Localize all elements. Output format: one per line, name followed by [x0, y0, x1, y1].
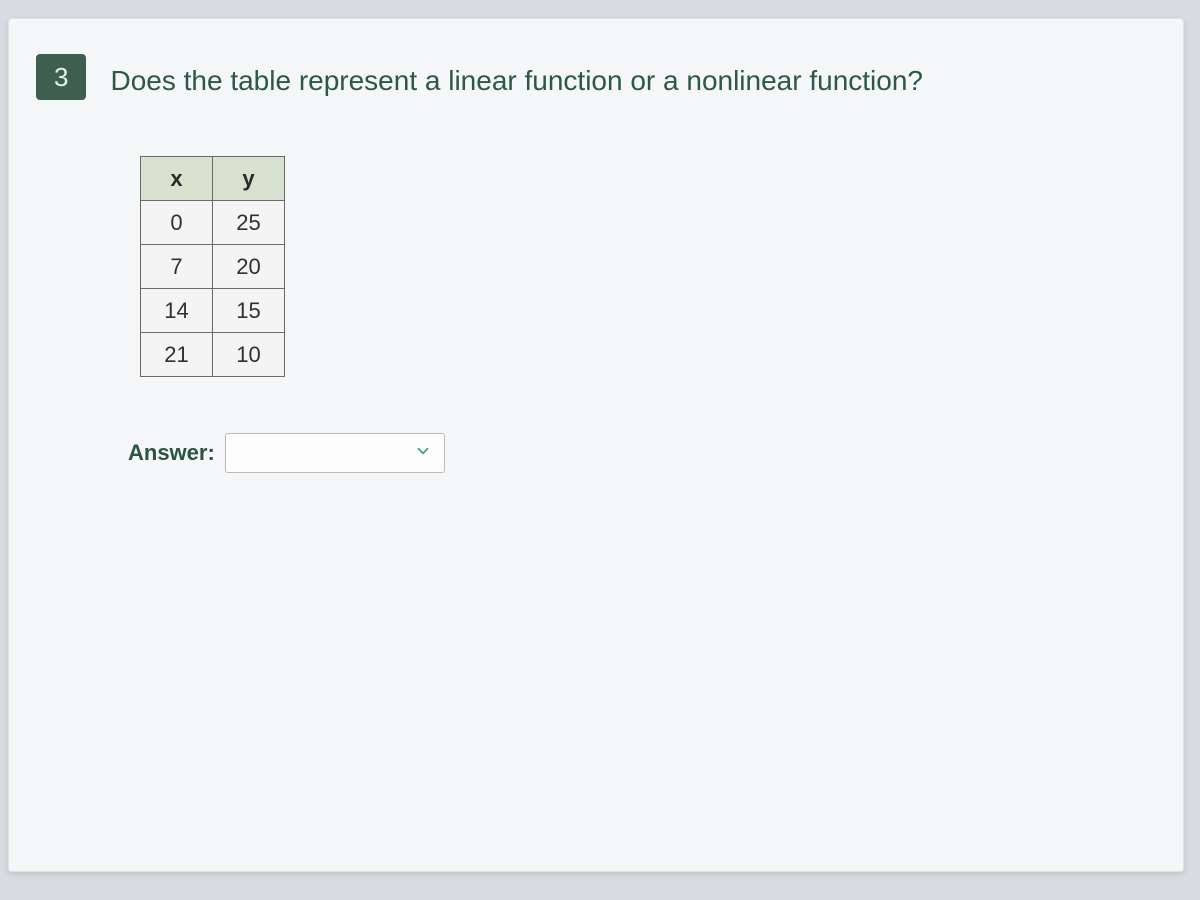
answer-dropdown[interactable] [225, 433, 445, 473]
table-row: 0 25 [141, 201, 285, 245]
chevron-down-icon [414, 442, 432, 465]
cell-x: 0 [141, 201, 213, 245]
table-row: 7 20 [141, 245, 285, 289]
data-table-container: x y 0 25 7 20 14 15 21 1 [140, 156, 1152, 377]
table-row: 14 15 [141, 289, 285, 333]
question-number-badge: 3 [36, 54, 86, 100]
answer-row: Answer: [128, 433, 1152, 473]
table-row: 21 10 [141, 333, 285, 377]
cell-x: 7 [141, 245, 213, 289]
col-header-y: y [213, 157, 285, 201]
cell-x: 21 [141, 333, 213, 377]
cell-y: 15 [213, 289, 285, 333]
question-panel: 3 Does the table represent a linear func… [8, 18, 1184, 872]
question-text: Does the table represent a linear functi… [110, 60, 923, 100]
cell-y: 20 [213, 245, 285, 289]
cell-y: 10 [213, 333, 285, 377]
col-header-x: x [141, 157, 213, 201]
cell-x: 14 [141, 289, 213, 333]
question-header: 3 Does the table represent a linear func… [36, 60, 1152, 100]
cell-y: 25 [213, 201, 285, 245]
answer-label: Answer: [128, 440, 215, 466]
xy-table: x y 0 25 7 20 14 15 21 1 [140, 156, 285, 377]
table-header-row: x y [141, 157, 285, 201]
